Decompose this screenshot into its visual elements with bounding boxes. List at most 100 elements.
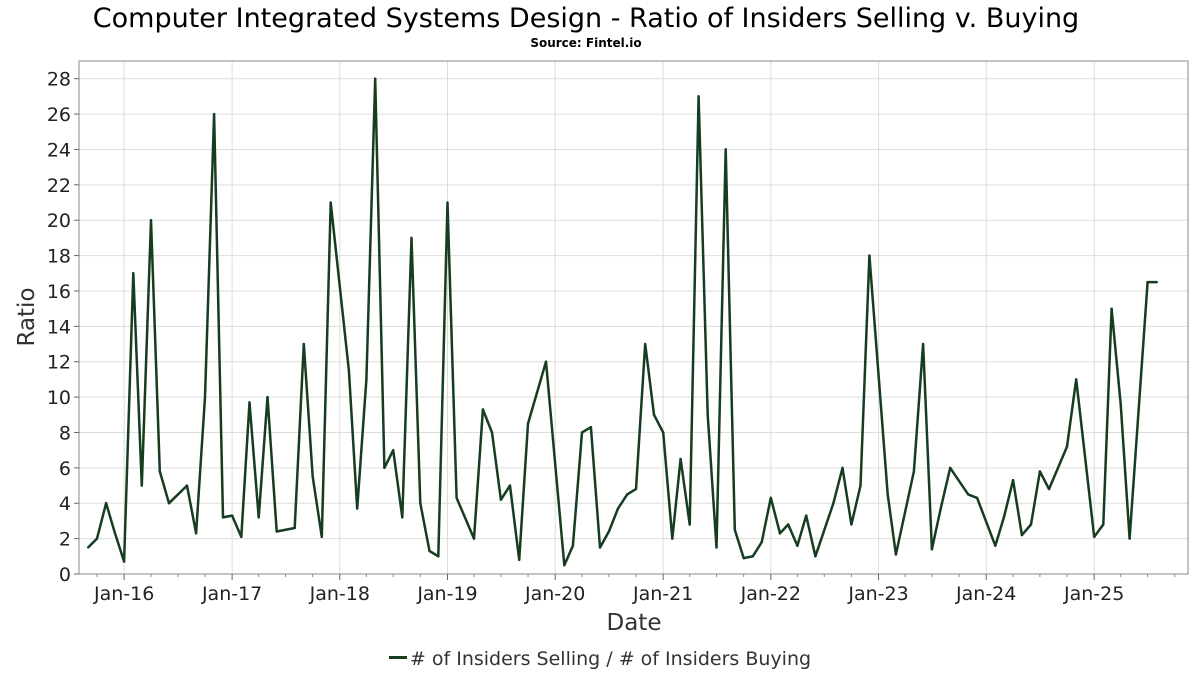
data-point [203, 395, 207, 399]
x-tick-label: Jan-18 [309, 583, 370, 605]
data-point [571, 544, 575, 547]
data-point [634, 487, 638, 491]
data-point [329, 201, 332, 204]
data-point [544, 360, 548, 363]
x-tick-label: Jan-25 [1063, 583, 1124, 605]
data-point [104, 502, 108, 505]
data-point [706, 413, 709, 416]
data-point [751, 555, 755, 558]
y-tick-label: 26 [47, 104, 71, 126]
data-point [868, 254, 871, 257]
data-point [778, 532, 782, 535]
data-point [132, 272, 135, 275]
data-point [517, 558, 521, 562]
data-point [589, 425, 593, 429]
data-point [526, 422, 530, 425]
data-point [616, 507, 620, 510]
data-point [293, 526, 296, 530]
data-point [841, 466, 844, 470]
data-point [240, 535, 243, 539]
data-point [652, 413, 656, 416]
data-point [921, 342, 925, 346]
data-point [1102, 523, 1105, 526]
x-tick-label: Jan-19 [416, 583, 477, 605]
data-point [724, 148, 727, 151]
y-tick-label: 22 [47, 175, 71, 197]
data-point [1020, 533, 1024, 537]
data-point [1038, 470, 1042, 473]
data-point [832, 502, 835, 505]
data-point [939, 505, 943, 508]
data-point [1128, 537, 1131, 540]
y-tick-label: 6 [59, 458, 71, 480]
data-point [850, 523, 853, 526]
data-point [185, 484, 189, 487]
data-point [580, 431, 584, 434]
data-point [140, 484, 144, 487]
data-point [221, 516, 225, 519]
data-point [113, 532, 117, 535]
y-tick-label: 20 [47, 210, 71, 232]
data-point [1110, 307, 1113, 310]
y-tick-label: 12 [47, 352, 71, 374]
data-point [760, 540, 763, 544]
data-point [275, 530, 278, 533]
data-point [886, 493, 889, 496]
data-point [365, 378, 368, 381]
x-ticks: Jan-16 Jan-17 Jan-18 Jan-19 Jan-20 Jan-21 Jan-… [93, 574, 1176, 605]
y-tick-label: 16 [47, 281, 71, 303]
y-tick-label: 10 [47, 387, 71, 409]
data-point [230, 514, 234, 517]
data-point [86, 546, 90, 549]
data-point [661, 431, 665, 434]
data-point [625, 493, 629, 496]
data-point [383, 466, 386, 470]
grid-lines [79, 61, 1188, 575]
data-point [455, 496, 458, 500]
data-point [688, 523, 691, 526]
data-point [796, 544, 799, 547]
chart-title: Computer Integrated Systems Design - Rat… [92, 3, 1080, 34]
data-point [446, 201, 449, 204]
data-point [419, 502, 422, 505]
data-point [697, 95, 700, 98]
data-point [894, 553, 898, 556]
x-tick-label: Jan-23 [847, 583, 908, 605]
data-point [248, 401, 251, 404]
data-point [1029, 523, 1033, 526]
data-point [814, 555, 817, 558]
data-point [1146, 280, 1149, 284]
data-point [598, 546, 602, 549]
data-point [437, 555, 440, 558]
data-point [1092, 535, 1096, 539]
data-point [1011, 479, 1015, 482]
data-point [679, 457, 682, 461]
data-point [428, 549, 431, 553]
data-point [1119, 402, 1122, 406]
x-axis-label: Date [607, 610, 662, 636]
data-point [347, 369, 351, 372]
y-tick-label: 24 [47, 139, 71, 161]
x-tick-label: Jan-22 [740, 583, 801, 605]
y-tick-label: 4 [59, 493, 71, 515]
y-tick-label: 14 [47, 316, 71, 338]
data-point [158, 470, 162, 473]
data-point [1155, 280, 1158, 284]
x-tick-label: Jan-16 [93, 583, 154, 605]
legend-swatch [388, 656, 407, 659]
series-group [86, 77, 1158, 567]
legend: # of Insiders Selling / # of Insiders Bu… [0, 647, 1200, 671]
data-point [320, 535, 324, 539]
x-tick-label: Jan-21 [632, 583, 693, 605]
data-point [374, 77, 377, 80]
data-point [787, 523, 790, 526]
data-point [122, 560, 126, 563]
data-point [1002, 516, 1006, 519]
data-point [733, 528, 737, 531]
y-tick-label: 18 [47, 246, 71, 268]
data-point [671, 537, 674, 540]
y-tick-label: 28 [47, 69, 71, 91]
data-point [302, 342, 306, 346]
y-tick-label: 2 [59, 529, 71, 551]
data-point [95, 537, 99, 540]
